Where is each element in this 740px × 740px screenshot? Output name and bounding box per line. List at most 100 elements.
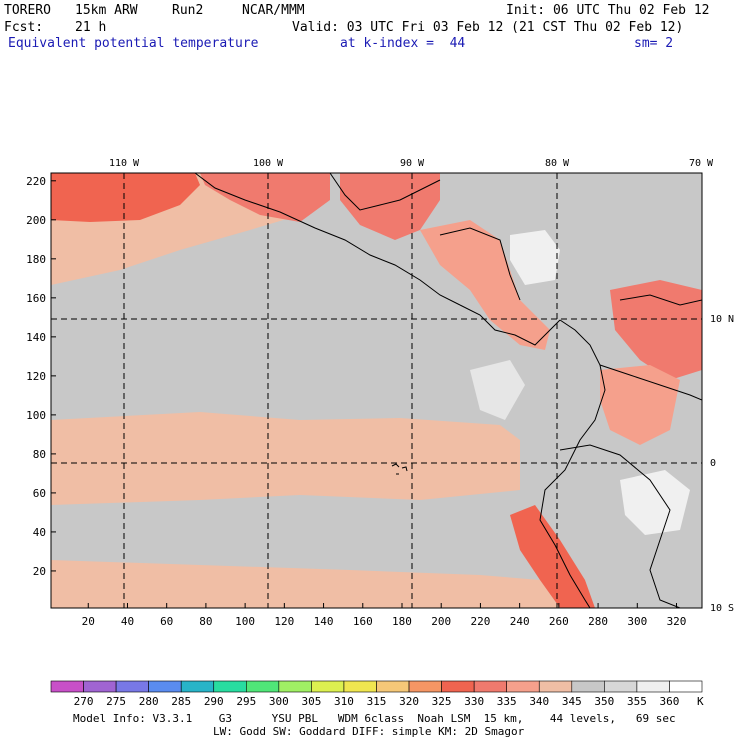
border-amazon — [599, 364, 702, 401]
lon-label: 110 W — [109, 158, 140, 169]
x-tick-label: 100 — [235, 615, 255, 628]
y-tick-label: 220 — [26, 175, 46, 188]
legend-swatch — [408, 680, 442, 693]
field-cool-andes — [620, 470, 690, 535]
legend-swatch — [246, 680, 280, 693]
field-warm-yucatan — [340, 173, 440, 240]
legend-swatch — [213, 680, 247, 693]
legend-level-label: 355 — [627, 695, 647, 708]
y-tick-label: 60 — [33, 487, 46, 500]
x-tick-label: 240 — [510, 615, 530, 628]
x-tick-label: 160 — [353, 615, 373, 628]
legend-level-label: 270 — [74, 695, 94, 708]
legend-swatch — [311, 680, 345, 693]
footer-physics: LW: Godd SW: Goddard DIFF: simple KM: 2D… — [213, 725, 525, 738]
legend-level-label: 350 — [594, 695, 614, 708]
legend-swatch — [278, 680, 312, 693]
legend-level-label: 330 — [464, 695, 484, 708]
legend-unit: K — [697, 695, 704, 708]
legend-swatch — [115, 680, 149, 693]
legend-swatch — [441, 680, 475, 693]
x-tick-label: 40 — [121, 615, 134, 628]
legend-swatch — [148, 680, 182, 693]
y-tick-label: 40 — [33, 526, 46, 539]
lon-label: 70 W — [689, 158, 714, 169]
init-time: Init: 06 UTC Thu 02 Feb 12 — [506, 3, 710, 18]
longitude-labels: 110 W 100 W 90 W 80 W 70 W — [109, 158, 714, 169]
x-tick-label: 20 — [82, 615, 95, 628]
color-legend: 270 275 280 285 290 295 300 305 310 315 320 325 330 3… — [50, 680, 703, 708]
field-cool-caribbean — [510, 230, 560, 285]
latitude-labels: 10 N 0 10 S — [710, 314, 734, 614]
legend-swatch — [473, 680, 507, 693]
coast-yucatan — [329, 173, 441, 211]
lon-label: 90 W — [400, 158, 425, 169]
theta-e-field — [51, 173, 702, 608]
map-frame — [50, 172, 703, 609]
model-run: Run2 — [172, 3, 204, 18]
lat-label: 10 S — [710, 603, 734, 614]
border-andes — [559, 444, 681, 608]
x-tick-label: 320 — [667, 615, 687, 628]
legend-level-label: 315 — [367, 695, 387, 708]
x-tick-label: 180 — [392, 615, 412, 628]
y-tick-label: 140 — [26, 331, 46, 344]
legend-level-label: 275 — [106, 695, 126, 708]
legend-swatch — [180, 680, 215, 693]
legend-level-label: 305 — [301, 695, 321, 708]
legend-swatch — [343, 680, 377, 693]
y-tick-label: 180 — [26, 253, 46, 266]
galapagos-islands — [391, 463, 408, 475]
legend-swatch — [604, 680, 638, 693]
legend-level-label: 335 — [497, 695, 517, 708]
level-index: at k-index = 44 — [340, 36, 466, 51]
lat-label: 10 N — [710, 314, 734, 325]
legend-swatch — [669, 680, 703, 693]
x-tick-label: 120 — [274, 615, 294, 628]
x-tick-label: 280 — [588, 615, 608, 628]
legend-level-label: 340 — [529, 695, 549, 708]
x-tick-label: 200 — [431, 615, 451, 628]
legend-swatch — [50, 680, 84, 693]
model-resolution: 15km ARW — [75, 3, 138, 18]
field-band-mid — [51, 412, 520, 505]
legend-level-label: 310 — [334, 695, 354, 708]
legend-swatch — [83, 680, 117, 693]
legend-level-label: 320 — [399, 695, 419, 708]
legend-level-label: 360 — [660, 695, 680, 708]
field-band-south — [51, 560, 560, 608]
field-cool-panama-bight — [470, 360, 525, 420]
y-tick-label: 200 — [26, 214, 46, 227]
x-axis: 20 40 60 80 100 120 140 160 180 200 220 240 260 280 30… — [82, 603, 687, 628]
y-tick-label: 100 — [26, 409, 46, 422]
legend-swatch — [571, 680, 605, 693]
legend-swatch — [376, 680, 410, 693]
legend-level-label: 280 — [139, 695, 159, 708]
field-name: Equivalent potential temperature — [8, 36, 259, 51]
field-warm-mexico — [200, 173, 330, 222]
x-tick-label: 220 — [470, 615, 490, 628]
x-tick-label: 300 — [627, 615, 647, 628]
model-org: NCAR/MMM — [242, 3, 305, 18]
y-tick-label: 160 — [26, 292, 46, 305]
x-tick-label: 80 — [199, 615, 212, 628]
legend-swatch — [636, 680, 670, 693]
field-warm-peru-coast — [510, 505, 595, 608]
model-name: TORERO — [4, 3, 51, 18]
legend-level-label: 300 — [269, 695, 289, 708]
forecast-label: Fcst: — [4, 20, 44, 35]
legend-swatch — [538, 680, 573, 693]
legend-level-label: 325 — [432, 695, 452, 708]
legend-swatch — [506, 680, 540, 693]
field-warm-central-america — [420, 220, 550, 350]
coast-colombia — [539, 319, 606, 608]
legend-level-label: 295 — [236, 695, 256, 708]
valid-time: Valid: 03 UTC Fri 03 Feb 12 (21 CST Thu … — [292, 20, 684, 35]
coast-venezuela — [619, 294, 702, 306]
x-tick-label: 260 — [549, 615, 569, 628]
smoothing: sm= 2 — [634, 36, 674, 51]
footer-model-info: Model Info: V3.3.1 G3 YSU PBL WDM 6class… — [73, 712, 676, 725]
forecast-hour: 21 h — [75, 20, 107, 35]
y-axis: 220 200 180 160 140 120 100 80 60 40 20 — [26, 175, 56, 578]
legend-level-label: 290 — [204, 695, 224, 708]
